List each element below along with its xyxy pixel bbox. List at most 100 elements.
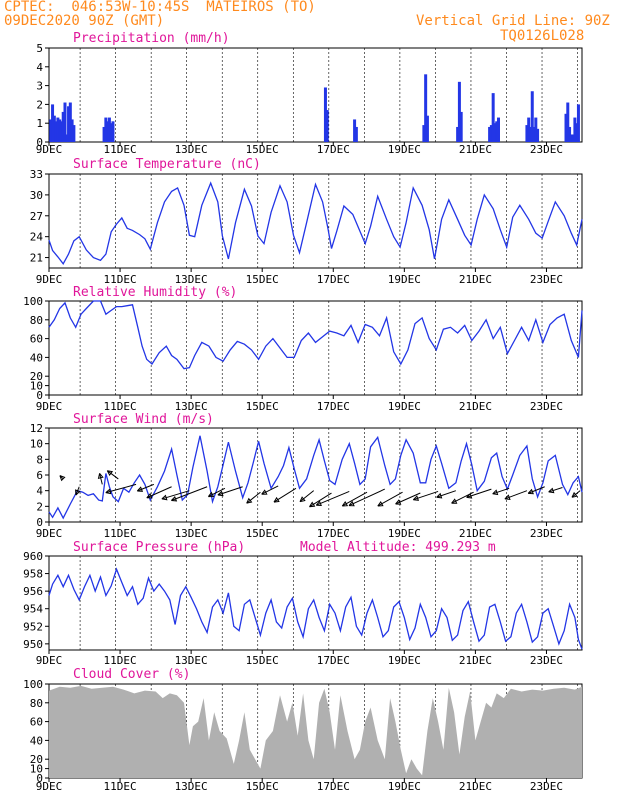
- precip-bar: [63, 102, 67, 142]
- y-tick-label: 27: [30, 210, 43, 223]
- wind-vector: [316, 490, 350, 506]
- wind-vector: [99, 473, 103, 485]
- precip-bar: [59, 121, 63, 142]
- panel-frame: [48, 173, 583, 269]
- y-tick-label: 10: [30, 763, 43, 776]
- wind-arrowhead: [377, 500, 384, 507]
- precip-bar: [425, 115, 429, 142]
- precip-bar: [496, 117, 500, 142]
- wind-vector: [106, 470, 119, 480]
- x-tick-label: 21DEC: [459, 527, 492, 540]
- series-line: [48, 300, 583, 370]
- panel-frame: [48, 300, 583, 396]
- x-tick-label: 19DEC: [388, 780, 421, 793]
- wind-arrowhead: [246, 497, 253, 504]
- y-tick-label: 960: [23, 550, 43, 563]
- y-tick-label: 10: [30, 438, 43, 451]
- wind-arrowhead: [436, 492, 443, 499]
- panel-title: Surface Wind (m/s): [73, 412, 214, 427]
- precip-bar: [489, 125, 493, 142]
- y-tick-label: 33: [30, 168, 43, 181]
- precip-bar: [54, 121, 58, 142]
- wind-arrowhead: [217, 490, 224, 497]
- cloud-cover-area: [49, 685, 582, 778]
- precip-bar: [325, 110, 329, 142]
- wind-arrowhead: [315, 500, 322, 507]
- precip-bar: [456, 126, 460, 142]
- series-line: [48, 567, 583, 650]
- wind-vector: [571, 490, 581, 498]
- precip-bar: [457, 81, 461, 142]
- x-tick-label: 15DEC: [246, 527, 279, 540]
- wind-arrowhead: [527, 488, 534, 495]
- wind-arrowhead: [75, 489, 81, 496]
- wind-vector: [299, 490, 315, 503]
- panel-0: 0 1 2 3 4 5 9DEC 11DEC 13DEC 15DEC 17DEC 19DEC 21DEC…: [36, 31, 583, 156]
- y-tick-label: 5: [36, 42, 43, 55]
- x-tick-label: 23DEC: [530, 780, 563, 793]
- wind-arrowhead: [105, 488, 112, 495]
- precip-bar: [109, 123, 113, 142]
- y-tick-label: 2: [36, 98, 43, 111]
- x-tick-label: 23DEC: [530, 527, 563, 540]
- wind-vector: [492, 487, 510, 495]
- precip-bar: [571, 134, 575, 142]
- x-tick-label: 13DEC: [175, 654, 208, 667]
- x-tick-label: 21DEC: [459, 780, 492, 793]
- precip-bar: [70, 119, 74, 142]
- precip-bar: [576, 104, 580, 142]
- y-tick-label: 4: [36, 485, 43, 498]
- precip-bar: [534, 117, 538, 142]
- wind-arrowhead: [348, 500, 355, 507]
- precip-bar: [72, 125, 76, 142]
- precip-bar: [491, 93, 495, 142]
- y-tick-label: 100: [23, 678, 43, 691]
- y-tick-label: 0: [36, 136, 43, 149]
- wind-arrowhead: [299, 496, 306, 503]
- y-tick-label: 6: [36, 469, 43, 482]
- precip-bar: [488, 126, 492, 142]
- precip-bar: [102, 126, 106, 142]
- y-tick-label: 958: [23, 568, 43, 581]
- series-line: [48, 435, 583, 520]
- x-tick-label: 19DEC: [388, 400, 421, 413]
- y-tick-label: 80: [30, 314, 43, 327]
- wind-arrowhead: [207, 491, 215, 498]
- wind-arrowhead: [106, 470, 114, 477]
- x-tick-label: 17DEC: [317, 400, 350, 413]
- x-tick-label: 11DEC: [104, 780, 137, 793]
- precip-bar: [564, 113, 568, 142]
- y-tick-label: 2: [36, 500, 43, 513]
- precip-bar: [532, 126, 536, 142]
- x-tick-label: 13DEC: [175, 273, 208, 286]
- precip-bar: [528, 126, 532, 142]
- wind-arrowhead: [309, 501, 316, 508]
- x-tick-label: 13DEC: [175, 780, 208, 793]
- wind-vector: [436, 490, 457, 498]
- y-tick-label: 3: [36, 80, 43, 93]
- x-tick-label: 9DEC: [36, 273, 63, 286]
- x-tick-label: 17DEC: [317, 273, 350, 286]
- x-tick-label: 13DEC: [175, 527, 208, 540]
- wind-arrowhead: [395, 499, 402, 505]
- panel-frame: [48, 47, 583, 143]
- x-tick-label: 13DEC: [175, 143, 208, 156]
- x-tick-label: 9DEC: [36, 780, 63, 793]
- x-tick-label: 9DEC: [36, 143, 63, 156]
- x-tick-label: 15DEC: [246, 654, 279, 667]
- precip-bar: [530, 91, 534, 142]
- x-tick-label: 23DEC: [530, 654, 563, 667]
- precip-bar: [104, 117, 108, 142]
- precip-bar: [424, 74, 428, 142]
- precip-bar: [422, 125, 426, 142]
- y-tick-label: 20: [30, 753, 43, 766]
- y-tick-label: 0: [36, 516, 43, 529]
- wind-vector: [548, 487, 563, 493]
- panel-title: Precipitation (mm/h): [73, 31, 230, 46]
- wind-arrowhead: [341, 500, 349, 507]
- panel-frame: [48, 555, 583, 651]
- precip-bar: [56, 117, 60, 142]
- panel-title: Surface Pressure (hPa): [73, 540, 245, 555]
- y-tick-label: 40: [30, 734, 43, 747]
- panel-4: 950 952 954 956 958 960 9DEC 11DEC 13DEC 15DEC 17D…: [23, 540, 583, 667]
